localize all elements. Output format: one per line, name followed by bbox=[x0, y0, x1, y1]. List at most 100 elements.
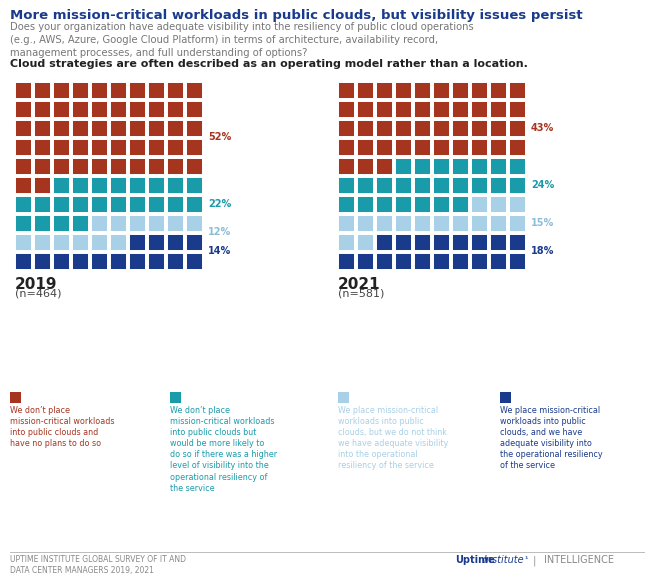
Bar bbox=[72, 215, 88, 231]
Bar bbox=[452, 120, 468, 136]
Bar bbox=[471, 177, 487, 193]
Bar bbox=[509, 82, 525, 98]
Text: INTELLIGENCE: INTELLIGENCE bbox=[544, 555, 614, 565]
Bar bbox=[53, 120, 69, 136]
Bar bbox=[72, 82, 88, 98]
Bar bbox=[91, 139, 107, 155]
Bar bbox=[170, 392, 181, 403]
Bar bbox=[15, 101, 31, 117]
Bar bbox=[490, 196, 506, 212]
Text: We don’t place
mission-critical workloads
into public clouds but
would be more l: We don’t place mission-critical workload… bbox=[170, 406, 277, 492]
Bar bbox=[167, 101, 182, 117]
Bar bbox=[129, 82, 145, 98]
Bar bbox=[53, 82, 69, 98]
Bar bbox=[509, 234, 525, 250]
Bar bbox=[357, 120, 373, 136]
Bar bbox=[110, 196, 126, 212]
Bar bbox=[34, 177, 50, 193]
Bar bbox=[72, 234, 88, 250]
Text: 2019: 2019 bbox=[15, 277, 58, 292]
Bar bbox=[395, 196, 411, 212]
Bar bbox=[357, 253, 373, 269]
Bar bbox=[357, 215, 373, 231]
Text: (n=581): (n=581) bbox=[338, 288, 385, 298]
Bar bbox=[167, 215, 182, 231]
Bar bbox=[338, 215, 354, 231]
Bar bbox=[148, 158, 164, 174]
Bar bbox=[414, 177, 430, 193]
Bar bbox=[433, 196, 449, 212]
Bar bbox=[509, 253, 525, 269]
Bar bbox=[452, 196, 468, 212]
Bar bbox=[186, 158, 202, 174]
Bar bbox=[490, 158, 506, 174]
Text: Uptime: Uptime bbox=[455, 555, 494, 565]
Text: |: | bbox=[530, 555, 540, 565]
Bar bbox=[376, 120, 392, 136]
Bar bbox=[110, 253, 126, 269]
Bar bbox=[186, 82, 202, 98]
Text: 22%: 22% bbox=[208, 199, 232, 209]
Bar bbox=[167, 196, 182, 212]
Bar bbox=[91, 101, 107, 117]
Bar bbox=[72, 139, 88, 155]
Bar bbox=[34, 139, 50, 155]
Bar bbox=[338, 196, 354, 212]
Bar bbox=[110, 139, 126, 155]
Bar bbox=[471, 158, 487, 174]
Text: 52%: 52% bbox=[208, 133, 232, 143]
Bar bbox=[376, 101, 392, 117]
Bar bbox=[471, 101, 487, 117]
Bar bbox=[452, 158, 468, 174]
Bar bbox=[500, 392, 511, 403]
Bar bbox=[509, 101, 525, 117]
Bar bbox=[509, 177, 525, 193]
Bar bbox=[129, 253, 145, 269]
Bar bbox=[433, 120, 449, 136]
Bar bbox=[110, 234, 126, 250]
Text: Institute: Institute bbox=[484, 555, 525, 565]
Bar bbox=[414, 253, 430, 269]
Bar bbox=[129, 196, 145, 212]
Bar bbox=[490, 101, 506, 117]
Bar bbox=[34, 234, 50, 250]
Bar bbox=[376, 215, 392, 231]
Bar bbox=[357, 196, 373, 212]
Text: Cloud strategies are often described as an operating model rather than a locatio: Cloud strategies are often described as … bbox=[10, 59, 528, 69]
Bar bbox=[148, 196, 164, 212]
Bar bbox=[395, 177, 411, 193]
Bar bbox=[376, 177, 392, 193]
Bar bbox=[414, 82, 430, 98]
Bar bbox=[53, 139, 69, 155]
Bar bbox=[395, 139, 411, 155]
Bar bbox=[72, 177, 88, 193]
Bar bbox=[395, 158, 411, 174]
Bar bbox=[433, 234, 449, 250]
Bar bbox=[376, 139, 392, 155]
Bar bbox=[490, 177, 506, 193]
Bar bbox=[338, 82, 354, 98]
Text: UPTIME INSTITUTE GLOBAL SURVEY OF IT AND
DATA CENTER MANAGERS 2019, 2021: UPTIME INSTITUTE GLOBAL SURVEY OF IT AND… bbox=[10, 555, 186, 575]
Bar bbox=[110, 82, 126, 98]
Text: Does your organization have adequate visibility into the resiliency of public cl: Does your organization have adequate vis… bbox=[10, 22, 473, 58]
Bar bbox=[509, 196, 525, 212]
Bar bbox=[15, 177, 31, 193]
Bar bbox=[15, 158, 31, 174]
Bar bbox=[376, 196, 392, 212]
Bar bbox=[167, 177, 182, 193]
Bar bbox=[414, 215, 430, 231]
Bar bbox=[490, 120, 506, 136]
Text: We place mission-critical
workloads into public
clouds, and we have
adequate vis: We place mission-critical workloads into… bbox=[500, 406, 602, 471]
Bar bbox=[509, 215, 525, 231]
Bar bbox=[129, 158, 145, 174]
Bar bbox=[357, 82, 373, 98]
Bar bbox=[338, 139, 354, 155]
Bar bbox=[129, 101, 145, 117]
Bar bbox=[490, 234, 506, 250]
Bar bbox=[91, 234, 107, 250]
Bar bbox=[338, 253, 354, 269]
Bar bbox=[338, 101, 354, 117]
Bar bbox=[167, 120, 182, 136]
Bar bbox=[395, 253, 411, 269]
Bar bbox=[471, 139, 487, 155]
